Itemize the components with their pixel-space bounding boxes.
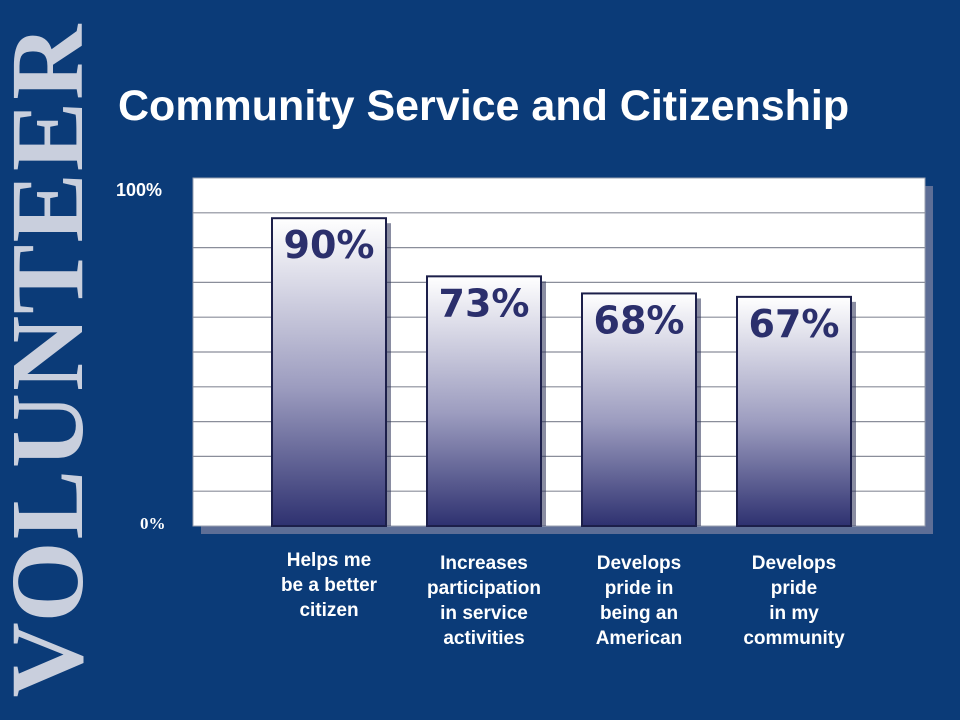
y-tick-max: 100% — [116, 180, 163, 200]
bar-value-label: 68% — [594, 298, 685, 342]
bar-value-label: 67% — [749, 302, 840, 346]
bar — [426, 275, 542, 527]
y-tick-min: 0% — [140, 514, 166, 533]
bar — [736, 295, 852, 527]
chart-title: Community Service and Citizenship — [118, 82, 850, 130]
category-label: Helps me be a better citizen — [280, 550, 378, 621]
category-label: Develops pride in my community — [743, 553, 845, 649]
bar-value-label: 90% — [284, 223, 375, 267]
category-label: Develops pride in being an American — [595, 553, 683, 649]
bar-value-label: 73% — [439, 281, 530, 325]
category-label: Increases participation in service activ… — [426, 553, 541, 649]
bar — [271, 217, 387, 527]
bar — [581, 292, 697, 527]
